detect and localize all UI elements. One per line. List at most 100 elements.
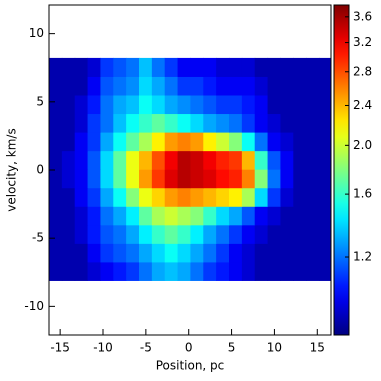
heatmap-cell	[151, 243, 166, 263]
heatmap-cell	[319, 113, 332, 133]
y-tick-label: -5	[32, 231, 44, 245]
heatmap-cell	[319, 132, 332, 152]
heatmap-cell	[241, 187, 256, 207]
heatmap-cell	[49, 261, 63, 281]
heatmap-cell	[190, 169, 204, 189]
heatmap-cell	[61, 243, 76, 263]
heatmap-cell	[229, 57, 243, 77]
heatmap-cell	[190, 132, 204, 152]
heatmap-cell	[126, 261, 140, 281]
heatmap-cell	[229, 169, 243, 189]
heatmap-cell	[139, 243, 153, 263]
heatmap-cell	[216, 113, 230, 133]
heatmap-cell	[267, 169, 281, 189]
heatmap-cell	[100, 261, 114, 281]
heatmap-cell	[190, 76, 204, 96]
heatmap-cell	[241, 206, 256, 226]
heatmap-cell	[306, 113, 320, 133]
heatmap-cell	[203, 57, 217, 77]
heatmap-cell	[267, 150, 281, 170]
heatmap-cell	[319, 95, 332, 115]
heatmap-cell	[113, 113, 127, 133]
heatmap-cell	[319, 206, 332, 226]
heatmap-cell	[61, 187, 76, 207]
heatmap-cell	[100, 113, 114, 133]
heatmap-cell	[229, 132, 243, 152]
heatmap-cell	[216, 150, 230, 170]
heatmap-cell	[164, 95, 179, 115]
heatmap-cell	[254, 261, 269, 281]
heatmap-cell	[177, 261, 191, 281]
heatmap-cell	[87, 113, 101, 133]
heatmap-cell	[241, 132, 256, 152]
heatmap-cell	[49, 57, 63, 77]
heatmap-cell	[126, 243, 140, 263]
heatmap-cell	[151, 187, 166, 207]
heatmap-cell	[49, 206, 63, 226]
heatmap-cell	[100, 243, 114, 263]
heatmap-cell	[293, 206, 307, 226]
heatmap-cell	[319, 76, 332, 96]
heatmap-cell	[87, 243, 101, 263]
heatmap-cell	[177, 206, 191, 226]
heatmap-cell	[177, 224, 191, 244]
heatmap-cell	[203, 132, 217, 152]
heatmap-cell	[190, 57, 204, 77]
x-tick-label: -5	[140, 341, 152, 355]
heatmap-cell	[293, 150, 307, 170]
heatmap-cell	[293, 243, 307, 263]
heatmap-cell	[293, 169, 307, 189]
y-tick-label: 5	[36, 94, 44, 108]
heatmap-cell	[177, 187, 191, 207]
heatmap-cell	[100, 224, 114, 244]
heatmap-cell	[151, 132, 166, 152]
colorbar-tick-label: 3.2	[353, 35, 372, 49]
heatmap-cell	[267, 132, 281, 152]
heatmap-cell	[49, 224, 63, 244]
heatmap-cell	[151, 206, 166, 226]
heatmap-cell	[151, 95, 166, 115]
heatmap-cell	[190, 261, 204, 281]
heatmap-cell	[280, 113, 294, 133]
heatmap-cell	[164, 243, 179, 263]
heatmap-cell	[241, 113, 256, 133]
heatmap-cell	[254, 113, 269, 133]
heatmap-cell	[74, 113, 89, 133]
heatmap-cell	[280, 224, 294, 244]
heatmap-cell	[306, 95, 320, 115]
heatmap-cell	[229, 113, 243, 133]
heatmap-cell	[113, 95, 127, 115]
heatmap-cell	[319, 243, 332, 263]
heatmap-cell	[61, 76, 76, 96]
heatmap-cell	[319, 150, 332, 170]
heatmap-cell	[254, 76, 269, 96]
heatmap-cell	[164, 76, 179, 96]
heatmap-cell	[280, 150, 294, 170]
heatmap-cell	[190, 243, 204, 263]
heatmap-cell	[306, 57, 320, 77]
heatmap-cell	[203, 243, 217, 263]
heatmap-cell	[280, 187, 294, 207]
heatmap-cell	[139, 150, 153, 170]
heatmap-cell	[293, 132, 307, 152]
heatmap-cell	[306, 132, 320, 152]
heatmap-cell	[190, 224, 204, 244]
x-tick-label: -10	[93, 341, 113, 355]
heatmap-cell	[139, 132, 153, 152]
heatmap-cell	[267, 261, 281, 281]
heatmap-cell	[280, 132, 294, 152]
heatmap-cell	[267, 187, 281, 207]
heatmap-cell	[190, 150, 204, 170]
heatmap-cell	[293, 113, 307, 133]
heatmap-cell	[61, 224, 76, 244]
heatmap-cell	[254, 187, 269, 207]
heatmap-cell	[164, 57, 179, 77]
heatmap-cell	[139, 187, 153, 207]
heatmap-cell	[49, 76, 63, 96]
heatmap-cell	[113, 57, 127, 77]
heatmap-cell	[203, 95, 217, 115]
heatmap-cell	[190, 206, 204, 226]
colorbar-tick-label: 1.2	[353, 250, 372, 264]
heatmap-cell	[74, 76, 89, 96]
heatmap-cell	[229, 76, 243, 96]
